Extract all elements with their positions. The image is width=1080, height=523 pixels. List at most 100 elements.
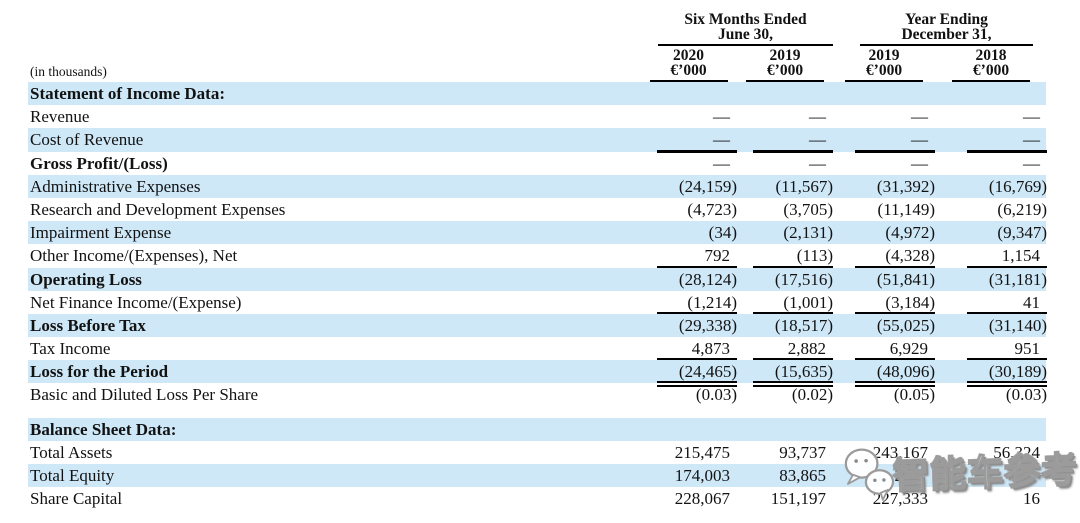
- cell-value: 227,333: [872, 489, 928, 509]
- value-cell: (51,841): [833, 268, 935, 291]
- table-row: Share Capital 228,067 151,197 227,333 16: [0, 487, 1080, 510]
- row-label: Total Assets: [30, 442, 113, 462]
- cell-value: (4,328): [885, 246, 935, 266]
- in-thousands-note: (in thousands): [30, 64, 107, 79]
- value-cell: 83,865: [737, 464, 833, 487]
- cell-value: (29,338): [678, 315, 737, 335]
- cell-value: 243,167: [872, 442, 928, 462]
- header-spacer: [0, 0, 640, 46]
- value-cell: —: [935, 152, 1047, 175]
- row-label: Administrative Expenses: [30, 176, 201, 196]
- cell-value: (11,149): [877, 199, 935, 219]
- row-label: Net Finance Income/(Expense): [30, 292, 242, 312]
- table-row: Tax Income 4,873 2,882 6,929 951: [0, 337, 1080, 361]
- value-cell: (28,124): [640, 268, 737, 291]
- value-cell: [833, 418, 935, 441]
- table-row: Revenue — — — —: [0, 105, 1080, 128]
- cell-value: 16: [1023, 489, 1040, 509]
- table-row: Net Finance Income/(Expense) (1,214) (1,00…: [0, 291, 1080, 315]
- value-cell: (1,001): [737, 291, 833, 315]
- value-cell: (2,131): [737, 221, 833, 244]
- column-header-2019-six-months: 2019 €’000: [737, 46, 833, 82]
- header-group-title: Year Ending December 31,: [860, 11, 1033, 46]
- cell-value: (31,181): [988, 269, 1047, 289]
- value-cell: —: [640, 105, 737, 128]
- value-cell: (24,465): [640, 360, 737, 388]
- value-cell: (0.03): [640, 383, 737, 406]
- table-row: Basic and Diluted Loss Per Share (0.03) (0…: [0, 383, 1080, 406]
- cell-value: (0.02): [791, 385, 833, 405]
- value-cell: (4,328): [833, 244, 935, 268]
- cell-value: (11,567): [775, 176, 833, 196]
- value-cell: —: [833, 128, 935, 153]
- row-label: Other Income/(Expenses), Net: [30, 246, 238, 266]
- value-cell: 56,324: [935, 441, 1047, 464]
- row-label: Share Capital: [30, 489, 123, 509]
- value-cell: (1,214): [640, 291, 737, 315]
- value-cell: (113): [737, 244, 833, 268]
- cell-value: 792: [704, 246, 731, 266]
- column-unit: €’000: [865, 61, 903, 79]
- value-cell: 1,154: [935, 244, 1047, 268]
- cell-value: 83,865: [779, 466, 826, 485]
- row-label: Revenue: [30, 107, 90, 127]
- value-cell: [935, 82, 1047, 105]
- group-title-line1: Year Ending: [905, 11, 988, 28]
- value-cell: —: [833, 152, 935, 175]
- cell-value: —: [1023, 153, 1040, 173]
- cell-value: 215,475: [674, 442, 730, 462]
- table-body: Statement of Income Data: Revenue — — — — Cost…: [0, 82, 1080, 510]
- row-label: Basic and Diluted Loss Per Share: [30, 385, 259, 405]
- value-cell: —: [935, 105, 1047, 128]
- header-group-title: Six Months Ended June 30,: [658, 12, 833, 46]
- cell-value: —: [809, 130, 826, 150]
- value-cell: 41: [935, 291, 1047, 315]
- value-cell: —: [737, 152, 833, 175]
- cell-value: 2: [894, 466, 904, 485]
- cell-value: (2,131): [783, 223, 833, 243]
- cell-value: (30,189): [988, 362, 1047, 382]
- value-cell: —: [935, 128, 1047, 153]
- cell-value: (113): [796, 246, 833, 266]
- value-cell: (30,189): [935, 360, 1047, 388]
- row-label: Loss for the Period: [30, 362, 169, 382]
- cell-value: —: [1023, 130, 1040, 150]
- table-row: Loss Before Tax (29,338) (18,517) (55,025) (…: [0, 313, 1080, 338]
- header-group-year-ending: Year Ending December 31,: [833, 0, 1047, 46]
- value-cell: —: [640, 152, 737, 175]
- value-cell: [640, 82, 737, 105]
- value-cell: (4,972): [833, 221, 935, 244]
- cell-value: (9,347): [997, 223, 1047, 243]
- row-label: Statement of Income Data:: [30, 84, 225, 103]
- cell-value: 2,882: [787, 339, 826, 359]
- value-cell: (3,705): [737, 198, 833, 221]
- cell-value: —: [713, 130, 730, 150]
- header-group-six-months: Six Months Ended June 30,: [640, 0, 833, 46]
- value-cell: [640, 418, 737, 441]
- table-row: Operating Loss (28,124) (17,516) (51,841) (3…: [0, 267, 1080, 291]
- cell-value: 1,154: [1001, 246, 1040, 266]
- cell-value: —: [911, 130, 928, 150]
- cell-value: 174,003: [674, 466, 730, 485]
- value-cell: 215,475: [640, 441, 737, 464]
- cell-value: 56,324: [993, 442, 1040, 462]
- value-cell: (11,567): [737, 175, 833, 198]
- table-row: Administrative Expenses (24,159) (11,567) (…: [0, 174, 1080, 198]
- column-unit: €’000: [972, 61, 1010, 79]
- row-label: Research and Development Expenses: [30, 199, 286, 219]
- column-header-2018: 2018 €’000: [935, 46, 1047, 82]
- cell-value: —: [911, 153, 928, 173]
- cell-value: (4,723): [687, 199, 737, 219]
- column-year: 2018: [975, 47, 1007, 64]
- cell-value: (3,184): [885, 292, 935, 312]
- cell-value: (48,096): [876, 362, 935, 382]
- column-unit: €’000: [766, 61, 804, 79]
- value-cell: 93,737: [737, 441, 833, 464]
- value-cell: (6,219): [935, 198, 1047, 221]
- cell-value: (0.03): [695, 385, 737, 405]
- row-label: Operating Loss: [30, 269, 142, 289]
- value-cell: 2,882: [737, 337, 833, 361]
- cell-value: —: [911, 107, 928, 127]
- cell-value: 951: [1014, 339, 1041, 359]
- group-title-line2: June 30,: [717, 25, 774, 43]
